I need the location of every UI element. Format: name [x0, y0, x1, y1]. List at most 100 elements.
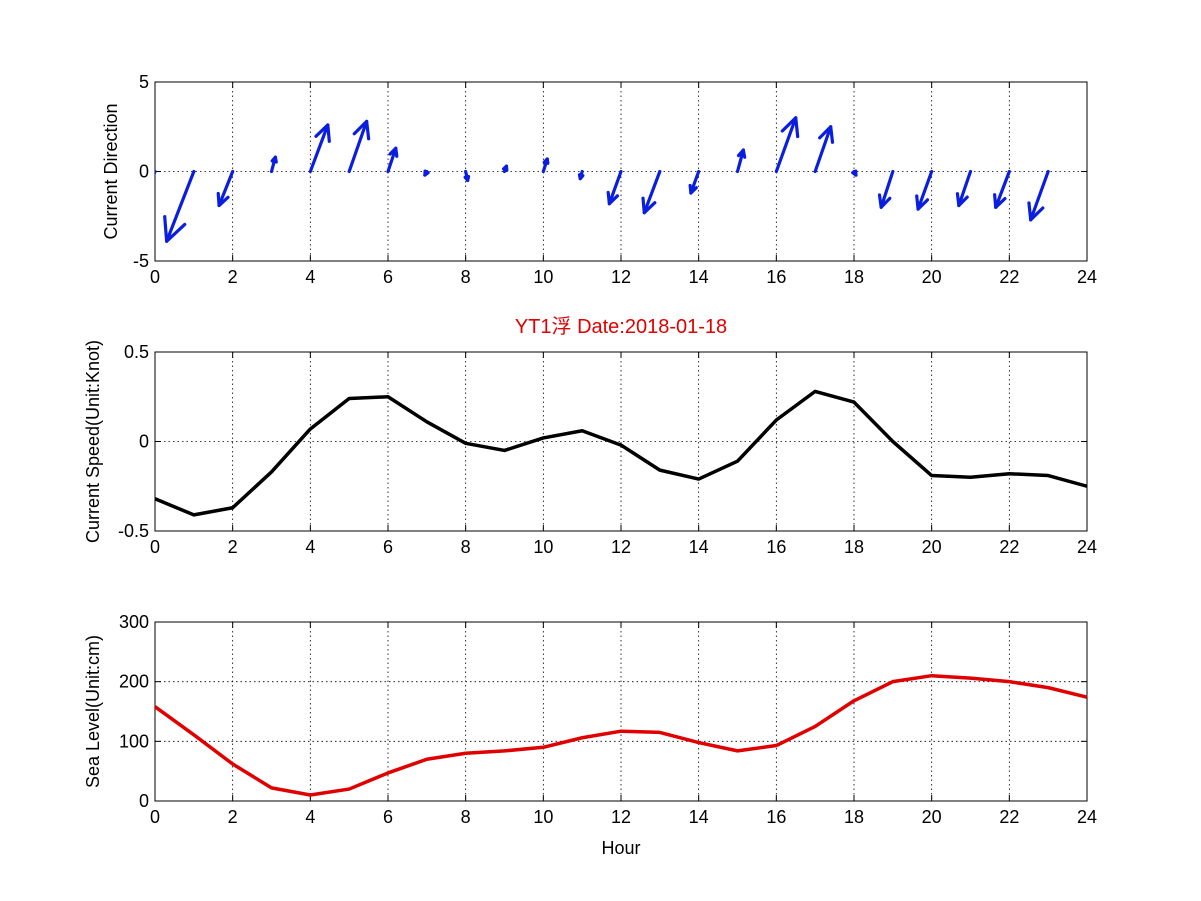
y-tick-label: 0 [139, 162, 149, 182]
vector-head [818, 125, 835, 144]
x-tick-label: 2 [228, 537, 238, 557]
x-tick-label: 10 [533, 537, 553, 557]
current-vector [577, 169, 585, 181]
x-tick-label: 18 [844, 807, 864, 827]
vector-head [314, 123, 331, 143]
vector-head [688, 183, 698, 195]
vector-shaft [607, 169, 623, 206]
x-tick-label: 0 [150, 807, 160, 827]
vector-head [641, 196, 657, 215]
x-tick-label: 2 [228, 807, 238, 827]
current-vector [774, 116, 800, 174]
x-tick-label: 18 [844, 537, 864, 557]
vector-shaft [642, 169, 662, 215]
current-vector [955, 169, 973, 208]
vector-head [915, 194, 930, 211]
current-vector [877, 169, 895, 209]
vector-shaft [217, 169, 235, 208]
x-tick-label: 20 [922, 807, 942, 827]
y-tick-label: -5 [133, 251, 149, 271]
current-vector [735, 148, 747, 174]
vector-head [423, 169, 430, 177]
x-tick-label: 8 [461, 807, 471, 827]
y-tick-label: 0 [139, 791, 149, 811]
vector-shaft [813, 125, 833, 174]
quiver-series [125, 116, 1050, 249]
vector-head [125, 222, 147, 249]
vector-shaft [774, 116, 798, 174]
vector-head [352, 119, 371, 141]
x-tick-label: 0 [150, 267, 160, 287]
x-tick-label: 10 [533, 807, 553, 827]
x-tick-label: 14 [689, 267, 709, 287]
x-tick-label: 6 [383, 267, 393, 287]
vector-head [463, 174, 471, 183]
x-tick-label: 4 [305, 537, 315, 557]
y-tick-label: 0 [139, 432, 149, 452]
x-tick-label: 22 [999, 267, 1019, 287]
x-tick-label: 20 [922, 537, 942, 557]
vector-head [216, 191, 230, 208]
x-tick-label: 12 [611, 537, 631, 557]
y-tick-label: 300 [119, 612, 149, 632]
current-vector [269, 155, 278, 174]
current-vector [463, 169, 471, 183]
x-tick-label: 6 [383, 807, 393, 827]
vector-head [606, 190, 620, 206]
y-tick-label: 5 [139, 72, 149, 92]
current-vector [813, 125, 835, 174]
y-tick-label: 100 [119, 731, 149, 751]
vector-shaft [957, 169, 973, 208]
vector-shaft [879, 169, 895, 209]
x-tick-label: 2 [228, 267, 238, 287]
x-tick-label: 4 [305, 807, 315, 827]
x-tick-label: 4 [305, 267, 315, 287]
y-tick-label: -0.5 [118, 521, 149, 541]
vector-shaft [155, 169, 157, 177]
vector-head [542, 157, 550, 165]
vector-head [270, 155, 278, 164]
current-vector [688, 169, 701, 195]
plot-frame [154, 621, 1088, 802]
x-tick-label: 24 [1077, 267, 1097, 287]
y-axis-label: Current Direction [101, 103, 121, 239]
vector-shaft [165, 169, 196, 243]
vector-shaft [308, 123, 330, 174]
y-tick-label: 0.5 [124, 342, 149, 362]
x-axis-label: Hour [601, 838, 640, 858]
vector-head [736, 148, 747, 159]
x-tick-label: 22 [999, 537, 1019, 557]
vector-shaft [347, 119, 369, 174]
current-vector [308, 123, 331, 174]
current-vector [125, 169, 157, 249]
vector-shaft [916, 169, 934, 211]
vector-shaft [386, 146, 398, 174]
x-tick-label: 22 [999, 807, 1019, 827]
current-vector [915, 169, 934, 211]
x-tick-label: 0 [150, 537, 160, 557]
x-tick-label: 20 [922, 267, 942, 287]
vector-head [1027, 201, 1045, 222]
vector-shaft [1029, 169, 1050, 222]
current-vector [541, 157, 550, 174]
x-tick-label: 8 [461, 537, 471, 557]
y-tick-label: 200 [119, 672, 149, 692]
x-tick-label: 16 [766, 267, 786, 287]
x-tick-label: 16 [766, 537, 786, 557]
vector-head [993, 193, 1007, 209]
vector-head [955, 192, 969, 208]
vector-shaft [735, 148, 745, 174]
chart-title: YT1浮 Date:2018-01-18 [515, 315, 727, 338]
current-vector [606, 169, 623, 206]
x-tick-label: 8 [461, 267, 471, 287]
vector-head [388, 146, 399, 158]
x-tick-label: 16 [766, 807, 786, 827]
current-vector [423, 169, 430, 177]
current-vector [163, 169, 196, 243]
x-tick-label: 14 [689, 807, 709, 827]
current-vector [386, 146, 399, 174]
vector-shaft [994, 169, 1011, 209]
